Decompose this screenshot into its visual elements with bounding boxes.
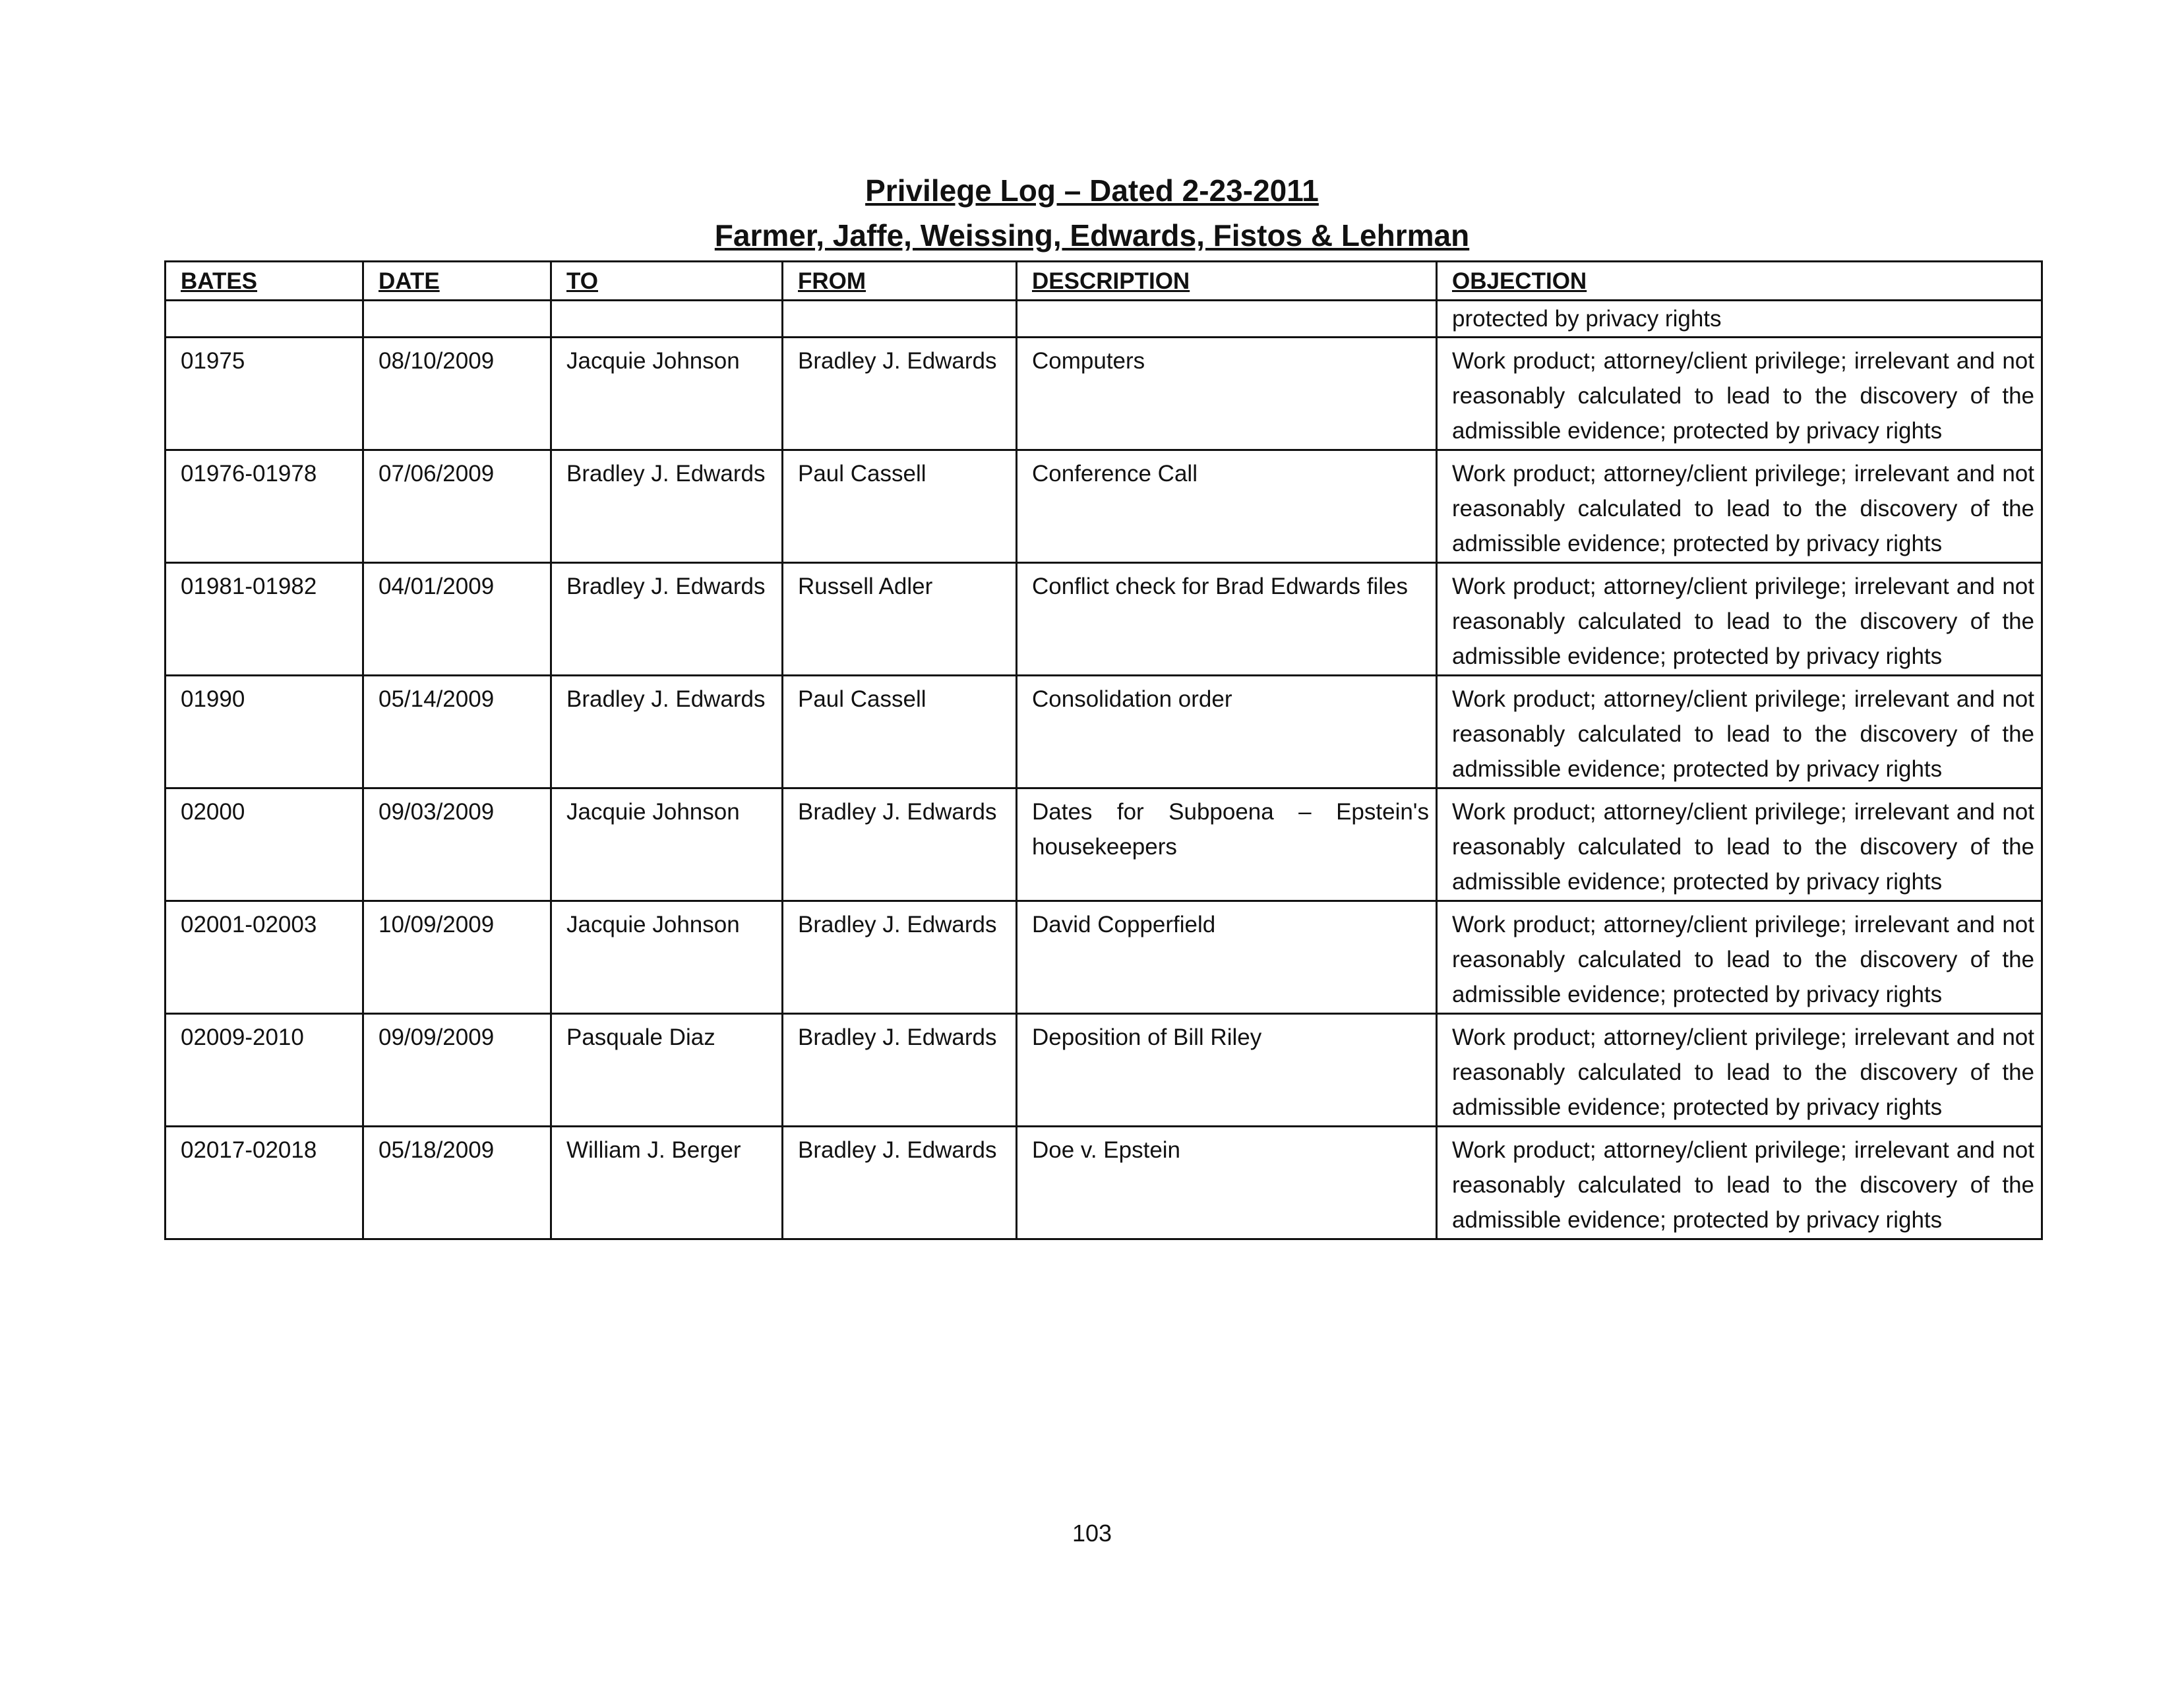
cell-bates: 02017-02018	[164, 1125, 364, 1240]
table-row: 02001-02003 10/09/2009 Jacquie Johnson Brad…	[164, 900, 2043, 1015]
column-header-from: FROM	[781, 260, 1017, 301]
cell-description: Consolidation order	[1016, 674, 1438, 789]
cell-objection: Work product; attorney/client privilege;…	[1436, 900, 2043, 1015]
cell-empty	[164, 299, 364, 338]
cell-empty	[1016, 299, 1438, 338]
cell-to: Jacquie Johnson	[550, 336, 783, 451]
cell-bates: 01981-01982	[164, 562, 364, 676]
cell-date: 09/03/2009	[362, 787, 552, 902]
cell-description: Doe v. Epstein	[1016, 1125, 1438, 1240]
cell-date: 04/01/2009	[362, 562, 552, 676]
cell-from: Russell Adler	[781, 562, 1017, 676]
column-header-description: DESCRIPTION	[1016, 260, 1438, 301]
cell-empty	[781, 299, 1017, 338]
cell-description: David Copperfield	[1016, 900, 1438, 1015]
cell-from: Bradley J. Edwards	[781, 1013, 1017, 1127]
table-row: 02009-2010 09/09/2009 Pasquale Diaz Bradley…	[164, 1013, 2043, 1127]
privilege-log-table: BATES DATE TO FROM DESCRIPTION OBJECTION…	[164, 260, 2043, 1240]
cell-objection: Work product; attorney/client privilege;…	[1436, 336, 2043, 451]
table-row: 02017-02018 05/18/2009 William J. Berger Br…	[164, 1125, 2043, 1240]
cell-to: Jacquie Johnson	[550, 900, 783, 1015]
cell-from: Bradley J. Edwards	[781, 336, 1017, 451]
cell-description: Dates for Subpoena – Epstein's housekeep…	[1016, 787, 1438, 902]
column-header-bates: BATES	[164, 260, 364, 301]
table-row: 01990 05/14/2009 Bradley J. Edwards Paul Ca…	[164, 674, 2043, 789]
cell-bates: 01975	[164, 336, 364, 451]
cell-description: Conference Call	[1016, 449, 1438, 564]
cell-date: 09/09/2009	[362, 1013, 552, 1127]
cell-empty	[362, 299, 552, 338]
cell-to: Bradley J. Edwards	[550, 449, 783, 564]
column-header-objection: OBJECTION	[1436, 260, 2043, 301]
cell-bates: 02009-2010	[164, 1013, 364, 1127]
cell-objection: Work product; attorney/client privilege;…	[1436, 1013, 2043, 1127]
table-row: 01976-01978 07/06/2009 Bradley J. Edwards P…	[164, 449, 2043, 564]
cell-objection: Work product; attorney/client privilege;…	[1436, 449, 2043, 564]
table-row: 02000 09/03/2009 Jacquie Johnson Bradley J.…	[164, 787, 2043, 902]
column-header-to: TO	[550, 260, 783, 301]
cell-from: Paul Cassell	[781, 674, 1017, 789]
cell-description: Computers	[1016, 336, 1438, 451]
cell-objection: protected by privacy rights	[1436, 299, 2043, 338]
cell-bates: 01976-01978	[164, 449, 364, 564]
cell-description: Conflict check for Brad Edwards files	[1016, 562, 1438, 676]
cell-to: Jacquie Johnson	[550, 787, 783, 902]
cell-date: 08/10/2009	[362, 336, 552, 451]
cell-empty	[550, 299, 783, 338]
cell-from: Paul Cassell	[781, 449, 1017, 564]
cell-from: Bradley J. Edwards	[781, 1125, 1017, 1240]
cell-from: Bradley J. Edwards	[781, 900, 1017, 1015]
cell-bates: 01990	[164, 674, 364, 789]
cell-objection: Work product; attorney/client privilege;…	[1436, 674, 2043, 789]
document-title: Privilege Log – Dated 2-23-2011	[865, 173, 1319, 208]
cell-bates: 02001-02003	[164, 900, 364, 1015]
cell-to: Bradley J. Edwards	[550, 562, 783, 676]
cell-date: 07/06/2009	[362, 449, 552, 564]
cell-from: Bradley J. Edwards	[781, 787, 1017, 902]
cell-objection: Work product; attorney/client privilege;…	[1436, 787, 2043, 902]
table-header-row: BATES DATE TO FROM DESCRIPTION OBJECTION	[164, 260, 2043, 301]
cell-objection: Work product; attorney/client privilege;…	[1436, 1125, 2043, 1240]
cell-to: Bradley J. Edwards	[550, 674, 783, 789]
cell-to: Pasquale Diaz	[550, 1013, 783, 1127]
continuation-row: protected by privacy rights	[164, 299, 2043, 338]
page-number: 103	[1072, 1520, 1112, 1547]
column-header-date: DATE	[362, 260, 552, 301]
cell-description: Deposition of Bill Riley	[1016, 1013, 1438, 1127]
cell-date: 05/14/2009	[362, 674, 552, 789]
cell-bates: 02000	[164, 787, 364, 902]
cell-objection: Work product; attorney/client privilege;…	[1436, 562, 2043, 676]
cell-date: 10/09/2009	[362, 900, 552, 1015]
table-row: 01981-01982 04/01/2009 Bradley J. Edwards R…	[164, 562, 2043, 676]
cell-to: William J. Berger	[550, 1125, 783, 1240]
table-row: 01975 08/10/2009 Jacquie Johnson Bradley J.…	[164, 336, 2043, 451]
cell-date: 05/18/2009	[362, 1125, 552, 1240]
document-subtitle: Farmer, Jaffe, Weissing, Edwards, Fistos…	[714, 218, 1470, 252]
